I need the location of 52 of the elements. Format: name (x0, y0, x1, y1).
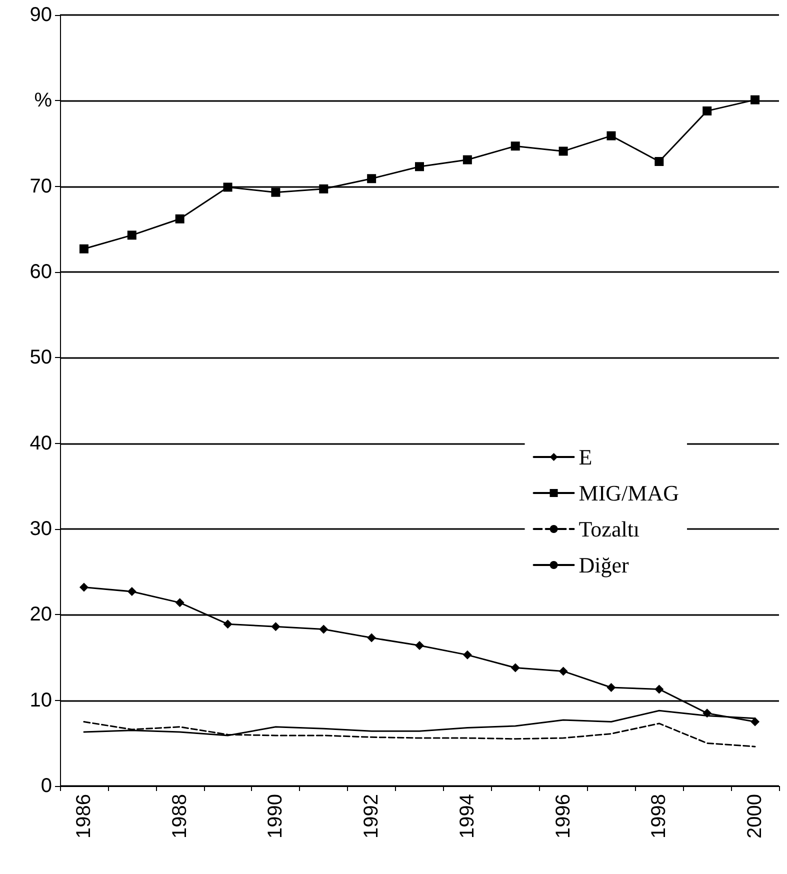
point (606, 682, 616, 692)
y-tick-label: 50 (30, 346, 52, 369)
point (127, 230, 136, 240)
x-tick-label: 2000 (744, 794, 766, 838)
point (415, 641, 424, 650)
y-tick-label: 70 (30, 175, 52, 198)
point (702, 708, 712, 718)
x-tick-label: 1998 (648, 794, 670, 838)
point (606, 131, 616, 140)
y-tick-label: % (34, 90, 52, 112)
y-tick-label: 0 (40, 775, 52, 797)
y-tick-label: 40 (30, 432, 52, 454)
point (510, 663, 520, 672)
x-tick-label: 1990 (264, 794, 287, 838)
point (654, 156, 664, 166)
legend-label: Tozaltı (578, 516, 640, 542)
x-tick-label: 1992 (360, 794, 383, 838)
point (319, 184, 328, 194)
legend-label: MIG/MAG (578, 480, 680, 506)
point (223, 620, 232, 629)
point (510, 142, 520, 151)
legend-label: E (578, 444, 592, 470)
x-tick-label: 1988 (168, 794, 191, 838)
point (271, 622, 280, 632)
point (271, 188, 280, 197)
y-tick-label: 90 (30, 4, 52, 26)
point (79, 244, 88, 254)
y-tick-label: 60 (30, 261, 52, 283)
point (175, 214, 184, 224)
legend-label: Diğer (578, 552, 630, 578)
point (558, 666, 568, 676)
y-tick-label: 30 (30, 518, 52, 540)
point (462, 155, 472, 164)
x-tick-label: 1986 (72, 794, 95, 838)
point (79, 582, 88, 592)
x-tick-label: 1994 (456, 794, 478, 838)
point (702, 106, 712, 116)
point (319, 624, 328, 634)
point (223, 182, 232, 192)
point (127, 587, 136, 596)
y-tick-label: 10 (30, 689, 52, 712)
x-tick-label: 1996 (552, 794, 574, 838)
point (175, 598, 184, 608)
point (462, 650, 472, 660)
point (558, 146, 568, 156)
point (750, 717, 760, 726)
point (750, 95, 760, 104)
point (415, 162, 424, 172)
y-tick-label: 20 (30, 604, 52, 626)
point (367, 633, 376, 642)
point (654, 684, 664, 694)
point (367, 174, 376, 184)
